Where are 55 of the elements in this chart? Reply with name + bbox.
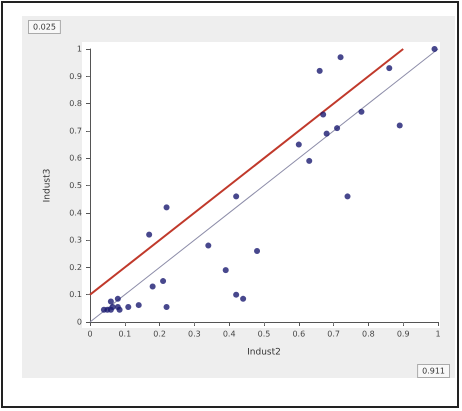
x-tick-label: 0.4 [222, 330, 236, 338]
y-tick-label: 0.9 [69, 72, 82, 81]
point [396, 122, 403, 128]
point [358, 108, 364, 115]
y-tick-label: 0.6 [69, 154, 82, 163]
point [254, 248, 260, 254]
x-tick-label: 0.5 [258, 330, 270, 338]
y-tick-label: 0.2 [69, 262, 82, 272]
x-tick-label: 0.6 [292, 330, 306, 338]
y-tick-label: 1 [76, 44, 82, 54]
x-tick-label: 0.3 [188, 330, 201, 338]
point [296, 142, 302, 148]
point [386, 65, 392, 72]
point [324, 130, 330, 137]
x-tick-label: 0 [87, 330, 93, 338]
point [114, 296, 121, 302]
point [233, 292, 240, 298]
x-tick-label: 1 [435, 330, 441, 338]
point [125, 304, 132, 310]
point [146, 232, 152, 238]
point [108, 306, 114, 313]
point [108, 298, 114, 305]
text: 0.911 [422, 366, 446, 376]
y-tick-label: 0.4 [69, 208, 82, 218]
point [306, 158, 312, 164]
y-tick-label: 0.3 [69, 236, 82, 245]
point [205, 242, 212, 249]
y-tick-label: 0.7 [69, 126, 82, 136]
point [160, 278, 166, 284]
x-tick-label: 0.7 [327, 330, 340, 338]
point [344, 193, 351, 200]
y-tick-label: 0.8 [69, 99, 82, 108]
y-tick-label: 0.1 [69, 290, 82, 300]
point [116, 306, 123, 313]
point [316, 68, 323, 74]
x-tick-label: 0.8 [362, 330, 375, 338]
point [164, 204, 170, 210]
point [150, 284, 156, 290]
point [222, 267, 229, 274]
x-axis-title: Indust2 [247, 348, 281, 358]
x-tick-label: 0.2 [153, 330, 166, 338]
x-tick-label: 0.1 [118, 330, 132, 338]
y-tick-label: 0 [76, 318, 82, 326]
y-tick-label: 0.5 [69, 181, 82, 190]
point [233, 193, 240, 200]
point [240, 296, 246, 302]
x-tick-label: 0.9 [396, 330, 410, 338]
point [432, 46, 438, 52]
point [136, 302, 142, 308]
point [164, 304, 170, 310]
point [338, 54, 344, 60]
point [334, 125, 340, 132]
point [320, 112, 326, 118]
y-axis-title: Indust3 [42, 168, 52, 202]
text: 0.025 [33, 22, 56, 32]
